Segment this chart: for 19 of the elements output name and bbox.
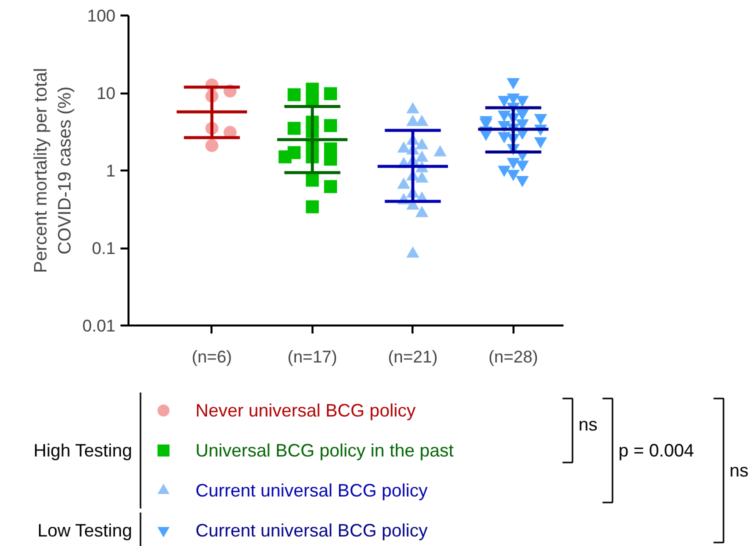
x-tick-label: (n=28): [488, 348, 538, 366]
text: Low Testing: [37, 520, 132, 540]
x-tick-label: (n=17): [288, 348, 338, 366]
y-tick-label: 100: [87, 6, 116, 26]
legend-label: Universal BCG policy in the past: [196, 440, 454, 460]
text: ns: [730, 460, 749, 480]
legend-label: Current universal BCG policy: [196, 520, 428, 540]
legend-label: Never universal BCG policy: [196, 400, 416, 420]
y-tick-label: 0.1: [92, 239, 116, 258]
x-tick-label: (n=21): [388, 348, 438, 366]
text: ns: [578, 414, 598, 434]
x-tick-label: (n=6): [192, 348, 232, 366]
text: High Testing: [33, 440, 132, 460]
y-tick-label: 0.01: [82, 316, 116, 336]
legend-label: Current universal BCG policy: [196, 480, 428, 500]
y-tick-label: 1: [106, 162, 116, 180]
y-tick-label: 10: [96, 84, 116, 103]
y-axis-title: Percent mortality per total COVID-19 cases (%): [30, 68, 74, 274]
text: p = 0.004: [618, 440, 694, 460]
